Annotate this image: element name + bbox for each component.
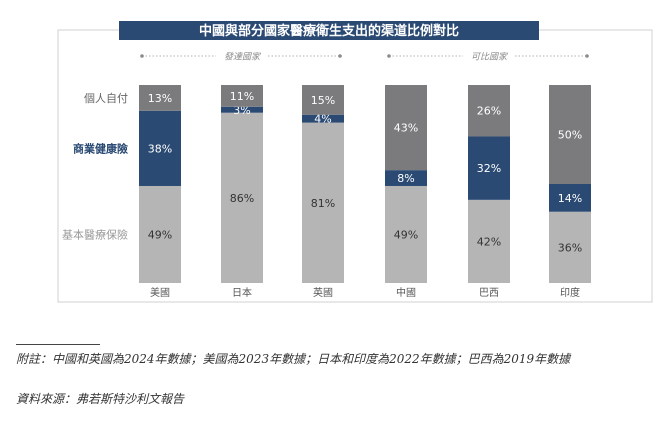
legend: 基本醫療保險 商業健康險 個人自付 (62, 92, 128, 242)
bar-segment (385, 170, 427, 186)
bar-segment (139, 85, 181, 111)
bar-segment (139, 185, 181, 283)
category-label: 中國 (396, 286, 416, 299)
bars-layer: 49% 38% 13% 86% 3%11% 81% 4% 15% 49% 8% 43% 42% 32% 2… (139, 85, 591, 284)
data-label: 3% (233, 104, 250, 117)
legend-entry: 基本醫療保險 (62, 227, 128, 241)
bar-segment (549, 211, 591, 283)
bar-segment (385, 185, 427, 283)
legend-entry: 個人自付 (84, 92, 128, 105)
bar-segment (302, 114, 344, 123)
data-label: 13% (148, 92, 172, 105)
bar-segment (221, 85, 263, 107)
group-rule-dot (140, 54, 144, 58)
category-label: 日本 (232, 286, 252, 299)
bar-segment (139, 110, 181, 186)
data-label: 43% (394, 122, 418, 135)
data-label: 49% (394, 228, 418, 241)
legend-entry: 商業健康險 (73, 141, 128, 155)
data-label: 36% (558, 241, 582, 254)
category-label: 英國 (313, 286, 333, 299)
bar-segment (468, 199, 510, 283)
data-label: 4% (314, 113, 331, 126)
bar-segment (468, 85, 510, 137)
group-header: 發達國家 (224, 52, 261, 63)
chart-title: 中國與部分國家醫療衛生支出的渠道比例對比 (199, 23, 459, 39)
data-label: 42% (477, 235, 501, 248)
chart-title-background (119, 21, 539, 40)
data-label: 50% (558, 129, 582, 142)
category-label: 巴西 (479, 287, 499, 299)
group-header: 可比國家 (471, 52, 508, 63)
data-label: 32% (477, 162, 501, 175)
data-label: 86% (230, 192, 254, 205)
bar-segment (549, 85, 591, 184)
group-headers: 發達國家 可比國家 (140, 52, 589, 63)
data-label: 26% (477, 105, 501, 118)
bar-segment (302, 122, 344, 284)
data-label: 11% (230, 90, 254, 103)
bar-segment (302, 85, 344, 115)
category-labels: 美國 日本 英國 中國 巴西 印度 (150, 286, 580, 299)
bar-segment (385, 85, 427, 171)
category-label: 美國 (150, 286, 170, 299)
category-label: 印度 (560, 286, 580, 299)
data-label: 49% (148, 228, 172, 241)
data-label: 38% (148, 142, 172, 155)
footnote-source: 資料來源：弗若斯特沙利文報告 (16, 392, 185, 406)
footnote-note: 附註：中國和英國為2024年數據；美國為2023年數據；日本和印度為2022年數… (16, 352, 571, 366)
data-label: 15% (311, 94, 335, 107)
group-rule-dot (338, 54, 342, 58)
group-rule-dot (387, 54, 391, 58)
data-label: 8% (397, 172, 414, 185)
bar-segment (549, 184, 591, 212)
data-label: 14% (558, 192, 582, 205)
bar-segment (221, 112, 263, 283)
footnote-rule (16, 344, 100, 345)
data-label: 81% (311, 197, 335, 210)
bar-segment (468, 136, 510, 200)
bar-segment (221, 106, 263, 113)
group-rule-dot (585, 54, 589, 58)
